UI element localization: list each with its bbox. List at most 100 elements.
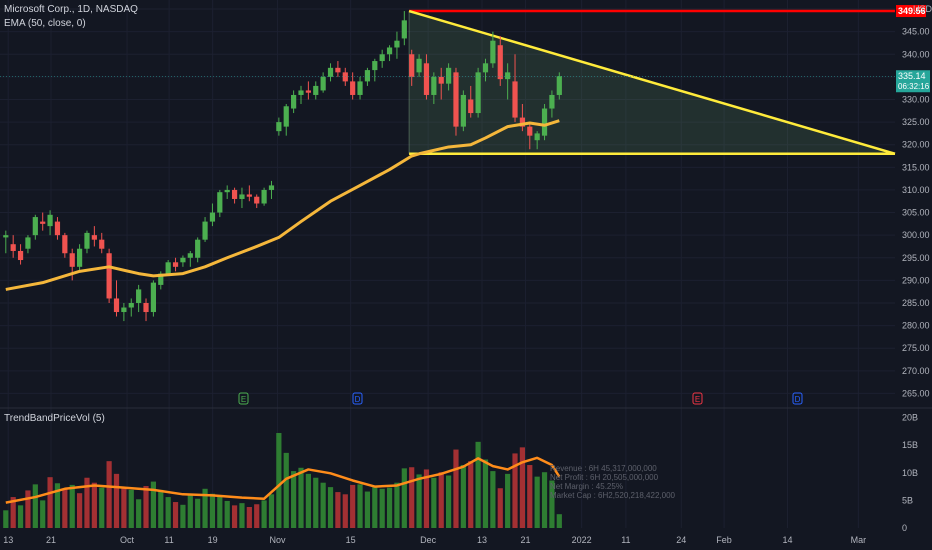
volume-bar [268,494,275,528]
volume-bar [313,477,319,528]
candle-body [305,90,311,93]
candle-body [77,248,83,267]
candle-body [165,262,171,274]
volume-bar [150,481,156,528]
y-tick-label: 315.00 [902,162,930,172]
candle-body [512,81,518,118]
volume-bar [202,488,208,528]
candle-body [497,45,503,80]
candle-body [99,239,105,249]
x-tick-label: 15 [346,535,356,545]
candle-body [283,106,289,127]
y-tick-label: 330.00 [902,94,930,104]
financial-net-margin: Net Margin : 45.25% [550,482,623,491]
volume-bar [350,484,356,528]
candle-body [438,76,444,84]
candle-body [527,126,533,136]
volume-bar [62,489,68,528]
volume-bar [254,504,260,528]
volume-bar [453,449,459,528]
x-tick-label: Dec [420,535,437,545]
volume-bar [379,488,385,528]
ema-line [5,119,560,291]
volume-bar [69,484,75,528]
y-tick-label: 310.00 [902,185,930,195]
candle-body [217,192,223,213]
volume-bar [99,487,105,528]
candle-body [150,282,156,313]
grid-lines [0,0,895,528]
volume-bar [394,482,400,528]
volume-bar [106,461,112,528]
triangle-pattern[interactable] [408,9,896,156]
candle-body [475,72,481,114]
volume-bar [231,505,238,528]
candle-body [446,67,452,84]
financial-market-cap: Market Cap : 6H2,520,218,422,000 [550,491,675,500]
indicator-legend[interactable]: TrendBandPriceVol (5) [4,413,105,424]
volume-bar [342,494,348,528]
candle-body [128,302,134,308]
candle-body [231,189,238,199]
candle-body [143,302,149,313]
x-tick-label: Oct [120,535,135,545]
candle-body [17,250,24,261]
volume-tick-label: 10B [902,468,918,478]
volume-bar [261,500,267,528]
candle-body [25,237,31,249]
volume-bar [519,447,525,528]
event-marker: E [692,392,703,405]
x-tick-label: 21 [521,535,531,545]
x-tick-label: 24 [676,535,686,545]
candle-body [431,76,437,95]
volume-bar [468,461,474,528]
volume-bar [549,480,555,528]
volume-bar [431,477,437,528]
volume-bar [364,491,371,528]
event-marker-box [238,392,249,405]
candle-body [3,235,9,238]
event-marker-label: D [795,395,801,404]
volume-bar [335,492,341,528]
event-marker: D [792,392,803,405]
volume-bar [357,484,363,528]
descending-trendline [408,9,896,155]
volume-bar [32,484,38,528]
y-tick-label: 265.00 [902,388,930,398]
candle-body [482,63,489,73]
candle-body [350,81,356,95]
volume-bar [283,452,289,528]
y-tick-label: 305.00 [902,208,930,218]
volume-bar [209,493,216,528]
event-marker-label: D [355,395,361,404]
symbol-title[interactable]: Microsoft Corp., 1D, NASDAQ [4,4,138,15]
price-candles [3,11,562,322]
candle-body [276,122,282,132]
y-tick-label: 325.00 [902,117,930,127]
financial-revenue: Revenue : 6H 45,317,000,000 [550,464,657,473]
ema-legend[interactable]: EMA (50, close, 0) [4,18,86,29]
volume-bar [246,507,252,528]
volume-bar [556,514,562,528]
event-marker: E [238,392,249,405]
volume-bar [113,473,120,528]
volume-bar [187,493,193,528]
y-tick-label: 280.00 [902,321,930,331]
candle-body [298,90,304,95]
volume-bar [401,468,407,528]
volume-bar [305,473,311,528]
candle-body [54,221,61,236]
candle-body [372,61,378,71]
volume-bar [47,477,53,528]
volume-tick-label: 15B [902,440,918,450]
candle-body [409,54,415,77]
candle-body [453,72,459,127]
volume-bar [84,477,90,528]
resistance-tag-bg [896,5,926,18]
event-marker-label: E [695,395,700,404]
x-tick-label: Feb [716,535,732,545]
financials-overlay: Revenue : 6H 45,317,000,000 Net Profit :… [550,464,675,500]
